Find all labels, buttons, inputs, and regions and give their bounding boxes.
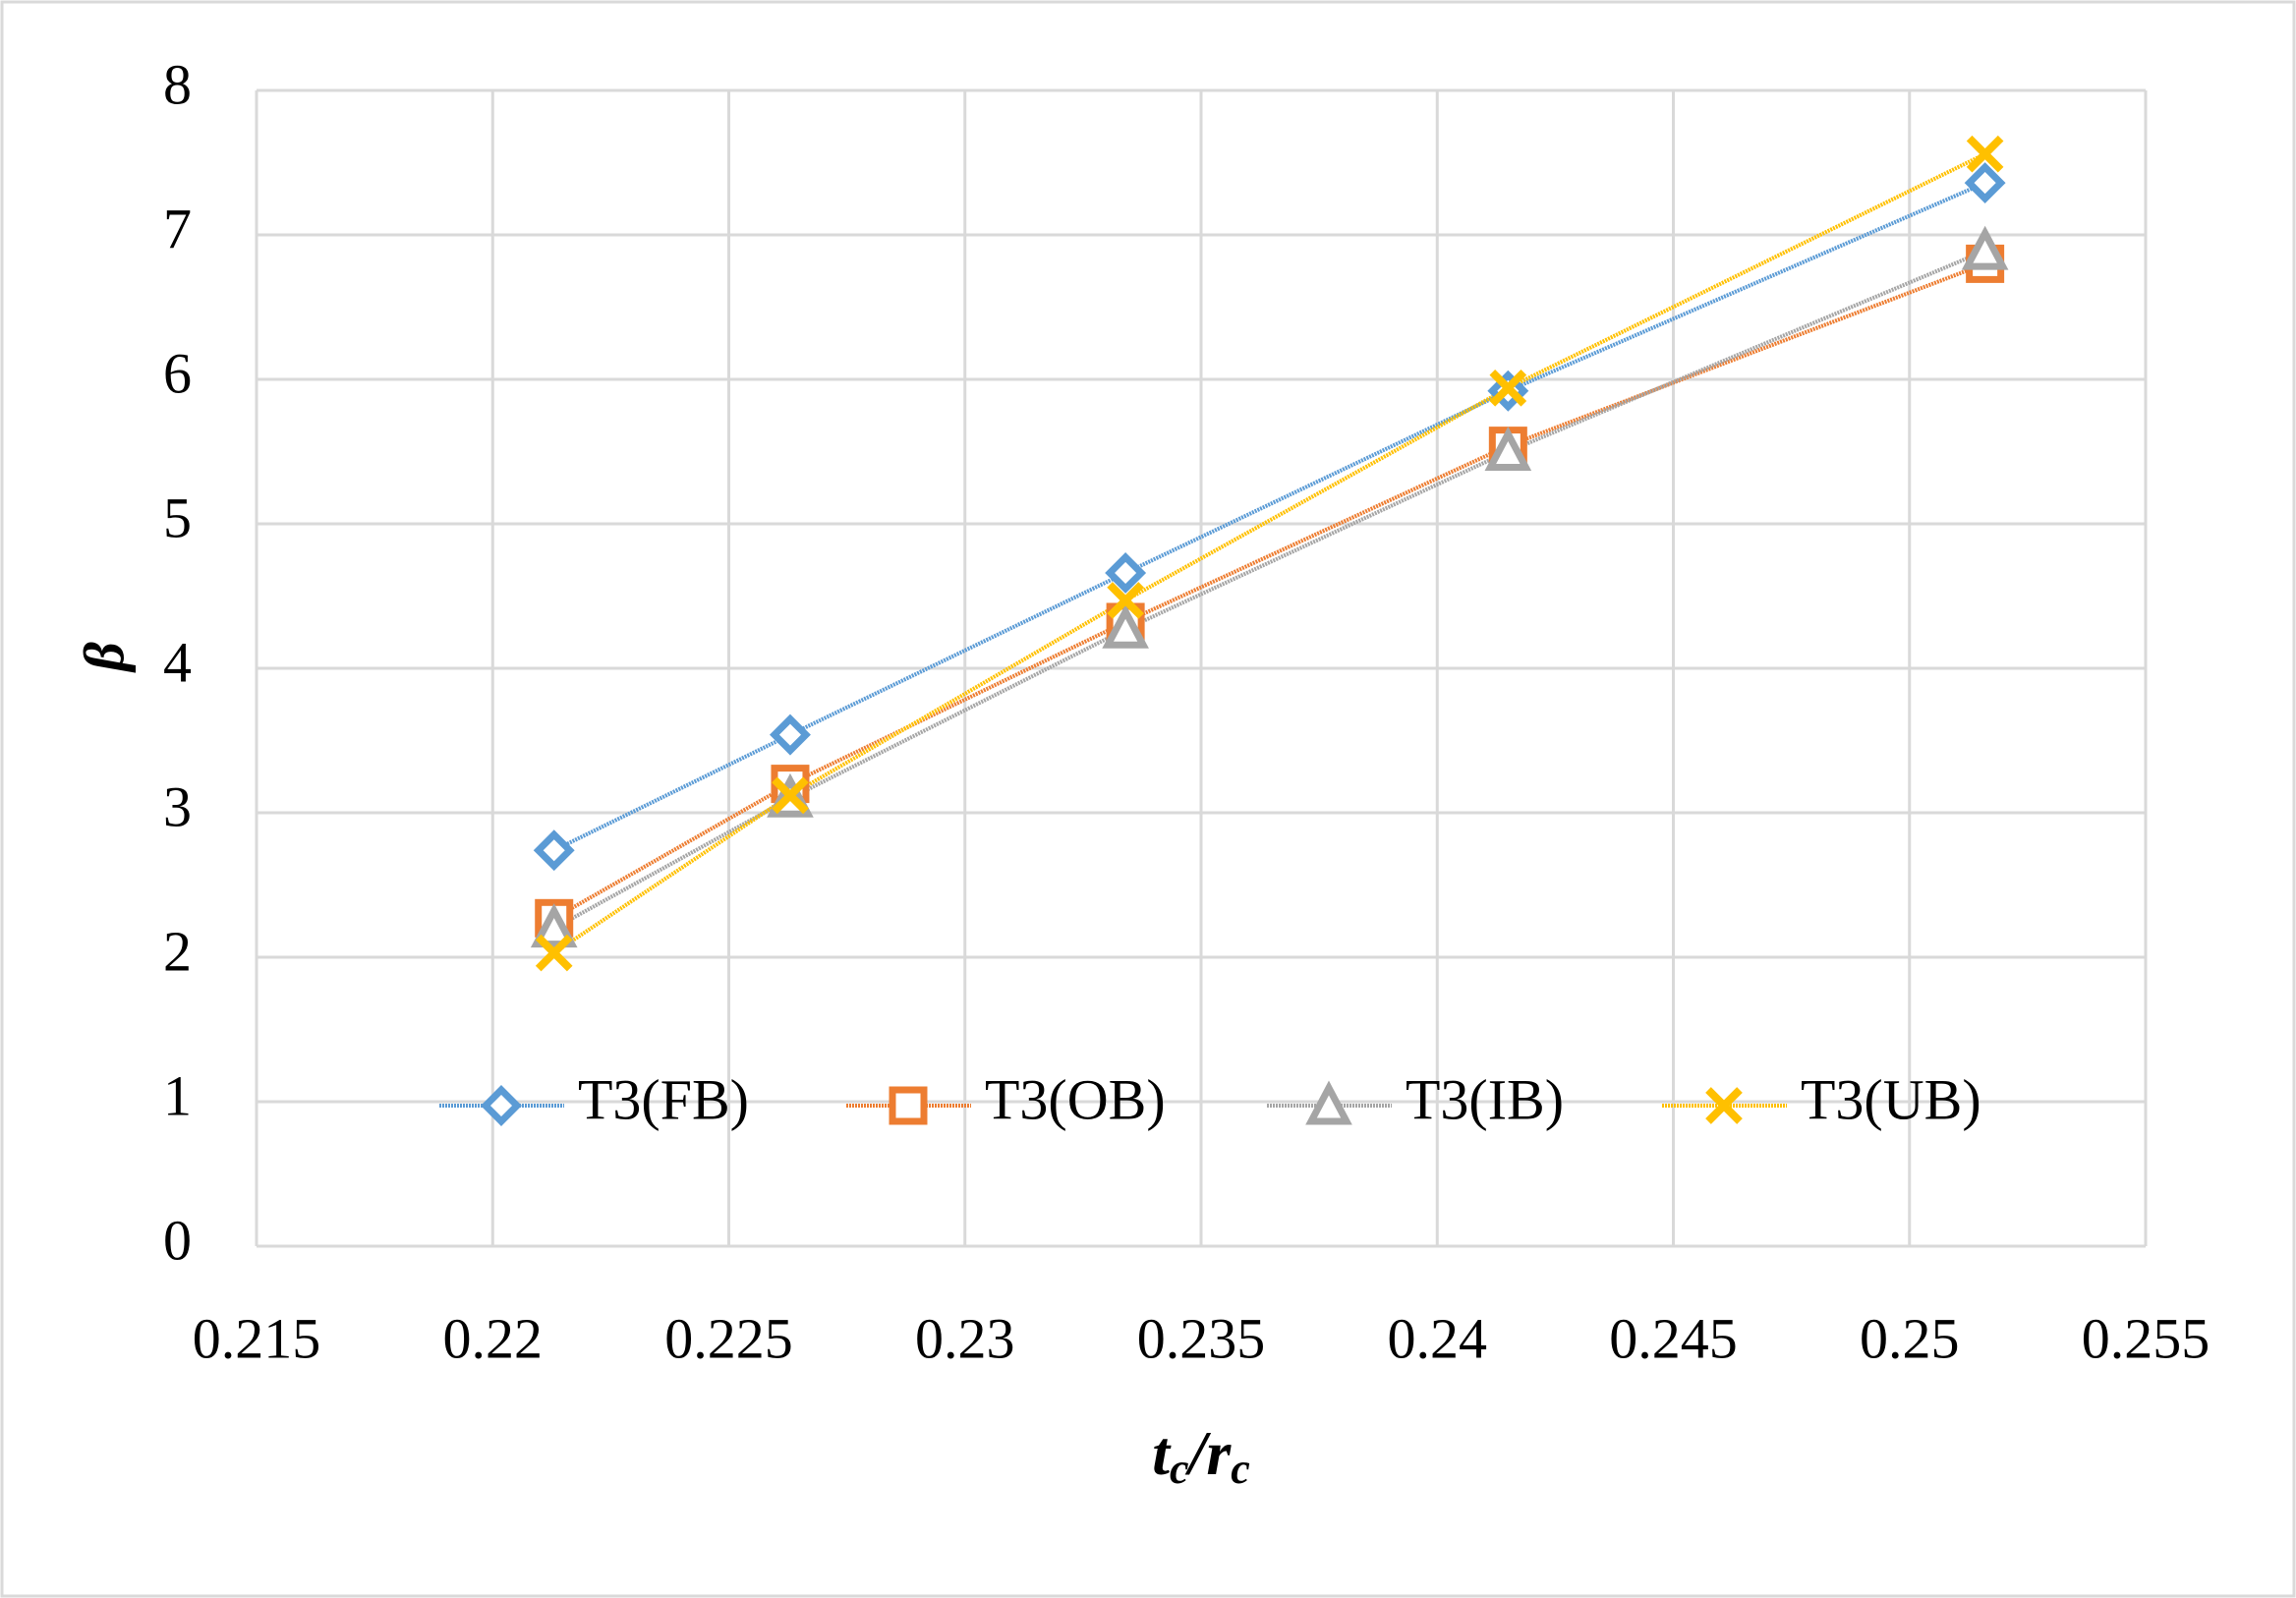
x-tick-label: 0.235 bbox=[1137, 1306, 1266, 1370]
legend-item: T3(IB) bbox=[1267, 1067, 1564, 1131]
marker bbox=[535, 934, 573, 972]
marker bbox=[1705, 1087, 1743, 1124]
legend-label: T3(IB) bbox=[1406, 1067, 1564, 1131]
marker bbox=[772, 776, 809, 815]
y-tick-label: 5 bbox=[163, 485, 192, 549]
marker bbox=[889, 1086, 928, 1125]
x-axis-title-part: c bbox=[1170, 1445, 1189, 1493]
x-tick-label: 0.23 bbox=[915, 1306, 1015, 1370]
marker bbox=[1961, 225, 2009, 270]
x-axis-title-part: r bbox=[1206, 1418, 1232, 1488]
series-line bbox=[552, 151, 1986, 955]
x-tick-label: 0.24 bbox=[1388, 1306, 1488, 1370]
series-line bbox=[552, 249, 1986, 931]
marker bbox=[1105, 552, 1147, 594]
x-tick-label: 0.215 bbox=[193, 1306, 321, 1370]
marker bbox=[1966, 135, 2004, 173]
y-axis-title: β bbox=[72, 642, 136, 673]
marker bbox=[1484, 427, 1532, 471]
y-tick-label: 7 bbox=[163, 197, 192, 260]
legend-item: T3(UB) bbox=[1662, 1067, 1981, 1131]
marker bbox=[1489, 369, 1527, 407]
x-tick-label: 0.225 bbox=[664, 1306, 793, 1370]
marker bbox=[1305, 1080, 1352, 1125]
marker bbox=[1102, 603, 1149, 649]
legend-label: T3(FB) bbox=[578, 1067, 749, 1131]
marker bbox=[533, 829, 575, 872]
y-tick-label: 2 bbox=[163, 919, 192, 983]
legend-label: T3(UB) bbox=[1801, 1067, 1981, 1131]
y-tick-label: 6 bbox=[163, 341, 192, 405]
y-tick-label: 1 bbox=[163, 1063, 192, 1127]
legend-item: T3(FB) bbox=[439, 1067, 749, 1131]
marker bbox=[1107, 582, 1144, 619]
x-tick-label: 0.255 bbox=[2082, 1306, 2210, 1370]
legend-item: T3(OB) bbox=[846, 1067, 1166, 1131]
marker bbox=[770, 713, 811, 756]
marker bbox=[1964, 162, 2006, 204]
y-tick-label: 4 bbox=[163, 630, 192, 694]
x-axis-title-part: c bbox=[1231, 1445, 1250, 1493]
y-tick-label: 3 bbox=[163, 774, 192, 838]
y-tick-label: 8 bbox=[163, 52, 192, 116]
x-tick-label: 0.25 bbox=[1860, 1306, 1960, 1370]
x-axis-title-part: t bbox=[1152, 1418, 1172, 1488]
marker bbox=[530, 903, 578, 948]
x-tick-label: 0.22 bbox=[443, 1306, 544, 1370]
x-tick-label: 0.245 bbox=[1609, 1306, 1738, 1370]
marker bbox=[481, 1085, 522, 1126]
y-tick-label: 0 bbox=[163, 1208, 192, 1272]
legend-label: T3(OB) bbox=[985, 1067, 1166, 1131]
x-axis-title: tc/rc bbox=[1152, 1418, 1250, 1493]
